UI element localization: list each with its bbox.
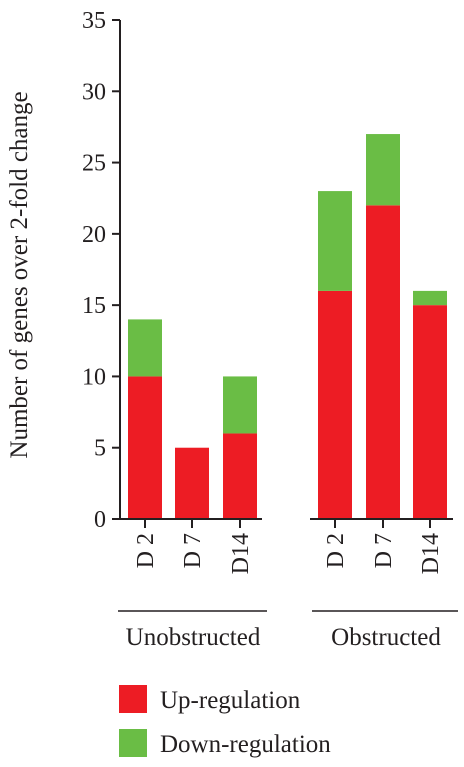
x-category-label: D 2 [323, 533, 349, 568]
legend: Up-regulation Down-regulation [119, 685, 331, 758]
bar-up-0 [128, 376, 162, 519]
y-axis-title: Number of genes over 2-fold change [6, 91, 33, 458]
y-tick-label: 15 [82, 293, 106, 319]
x-category-label: D 7 [371, 533, 397, 568]
bar-up-5 [413, 305, 447, 519]
bar-up-4 [366, 205, 400, 520]
bar-up-3 [318, 290, 352, 519]
legend-swatch-down [119, 729, 147, 757]
y-tick-label: 30 [82, 79, 106, 105]
bar-down-2 [223, 376, 257, 434]
x-axis: D 2 D 7 D14 D 2 D 7 D14 Unobstructed Obstructed [118, 518, 458, 651]
bar-down-3 [318, 191, 352, 291]
y-tick-label: 25 [82, 151, 106, 177]
y-tick-label: 5 [94, 436, 106, 462]
bar-up-1 [175, 447, 209, 519]
x-category-label: D14 [418, 533, 444, 574]
legend-label-up: Up-regulation [160, 687, 301, 714]
bars-layer [128, 134, 447, 520]
bar-down-5 [413, 290, 447, 306]
group-label: Unobstructed [126, 624, 261, 651]
bar-down-0 [128, 319, 162, 377]
y-tick-label: 0 [94, 507, 106, 533]
bar-down-4 [366, 134, 400, 206]
y-tick-label: 10 [82, 364, 106, 390]
bar-up-2 [223, 433, 257, 519]
x-category-label: D 7 [180, 533, 206, 568]
group-label: Obstructed [331, 624, 441, 651]
y-axis: 0 5 10 15 20 25 30 35 [82, 8, 121, 533]
legend-swatch-up [119, 685, 147, 713]
legend-label-down: Down-regulation [160, 731, 331, 758]
y-tick-label: 20 [82, 222, 106, 248]
x-category-label: D14 [228, 533, 254, 574]
x-category-label: D 2 [133, 533, 159, 568]
y-tick-label: 35 [82, 8, 106, 34]
